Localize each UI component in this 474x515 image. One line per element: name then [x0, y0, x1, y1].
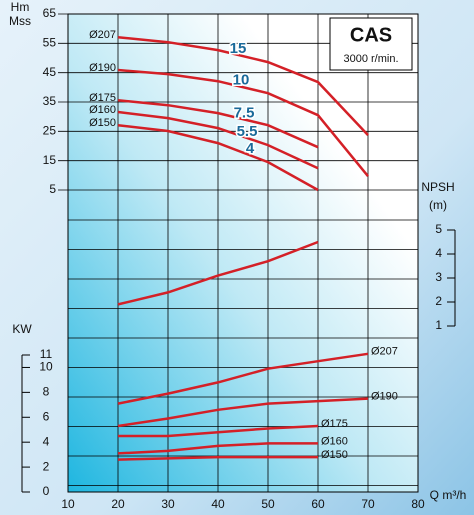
y-tick-label: 55 — [43, 36, 57, 50]
y-tick-label: 6 — [43, 409, 50, 423]
power-label: 15 — [230, 40, 247, 57]
y-tick-label: 45 — [43, 65, 57, 79]
chart-subtitle: 3000 r/min. — [343, 53, 398, 65]
y-axis-label: KW — [12, 322, 32, 336]
y-tick-label: 1 — [435, 318, 442, 332]
curve-label: Ø150 — [89, 117, 116, 129]
y-axis-label: Hm — [11, 0, 30, 14]
power-label: 5.5 — [237, 123, 258, 140]
x-tick-label: 60 — [311, 497, 325, 511]
curve-label: Ø190 — [371, 390, 398, 402]
power-label: 7.5 — [234, 104, 255, 121]
y-tick-label: 4 — [435, 246, 442, 260]
y-tick-label: 8 — [43, 385, 50, 399]
x-tick-label: 20 — [111, 497, 125, 511]
y-tick-label: 10 — [39, 360, 53, 374]
chart-title: CAS — [350, 24, 392, 46]
curve-label: Ø207 — [371, 346, 398, 358]
x-tick-label: 70 — [361, 497, 375, 511]
x-tick-label: 50 — [261, 497, 275, 511]
curve-label: Ø175 — [89, 92, 116, 104]
x-tick-label: 10 — [61, 497, 75, 511]
y-tick-label: 35 — [43, 94, 57, 108]
power-label: 10 — [233, 72, 250, 89]
y-tick-label: 5 — [49, 182, 56, 196]
y-tick-label: 65 — [43, 6, 57, 20]
y-tick-label: 5 — [435, 222, 442, 236]
y-tick-label: 25 — [43, 124, 57, 138]
y-tick-label: 0 — [43, 484, 50, 498]
y-axis-label: NPSH — [421, 180, 454, 194]
x-tick-label: 40 — [211, 497, 225, 511]
y-tick-label: 11 — [40, 347, 53, 361]
y-tick-label: 4 — [43, 434, 50, 448]
y-tick-label: 15 — [43, 153, 57, 167]
curve-label: Ø160 — [321, 435, 348, 447]
y-axis-unit: (m) — [429, 198, 447, 212]
curve-label: Ø160 — [89, 104, 116, 116]
curve-label: Ø150 — [321, 449, 348, 461]
y-tick-label: 3 — [435, 270, 442, 284]
curve-label: Ø207 — [89, 29, 116, 41]
power-label: 4 — [246, 140, 255, 157]
y-tick-label: 2 — [435, 294, 442, 308]
x-axis-label: Q m³/h — [430, 488, 467, 502]
curve-label: Ø190 — [89, 62, 116, 74]
curve-label: Ø175 — [321, 418, 348, 430]
y-tick-label: 2 — [43, 459, 50, 473]
y-axis-unit: Mss — [9, 14, 31, 28]
chart: 10203040506070806555453525155Ø20715Ø1901… — [0, 0, 474, 515]
x-tick-label: 80 — [411, 497, 425, 511]
x-tick-label: 30 — [161, 497, 175, 511]
